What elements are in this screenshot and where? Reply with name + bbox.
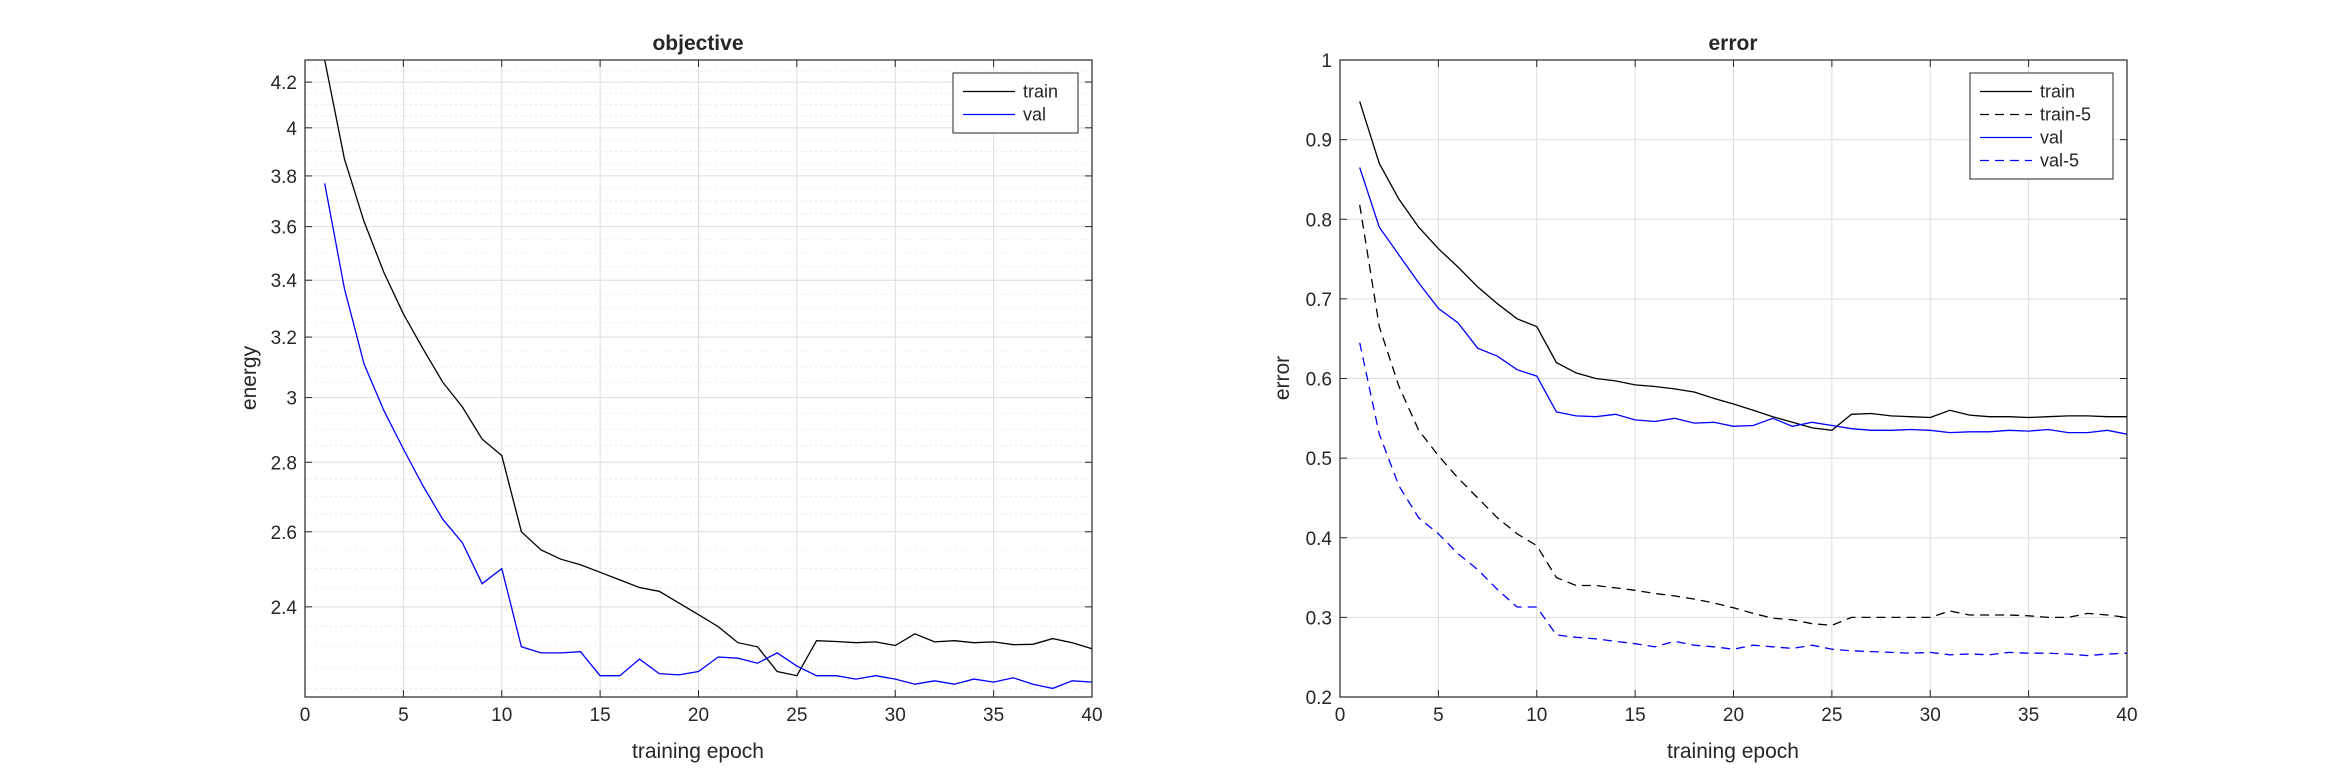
- y-tick-label: 0.6: [1306, 370, 1332, 391]
- y-tick-label: 0.8: [1306, 210, 1332, 231]
- x-tick-label: 15: [1625, 705, 1646, 726]
- y-tick-label: 0.3: [1306, 608, 1332, 629]
- y-tick-label: 4: [286, 119, 297, 140]
- series-line-train: [324, 59, 1093, 677]
- error-ticks: 0 5 10 15 20 25 30 35 40 0.2 0.3 0.4 0.5 0.6 0.7 0.8 0.9…: [1306, 51, 2138, 726]
- x-tick-label: 0: [1335, 705, 1346, 726]
- y-tick-label: 3.6: [271, 218, 297, 239]
- error-series-lines: [1359, 101, 2128, 657]
- y-tick-label: 3: [286, 389, 297, 410]
- objective-x-axis-label: training epoch: [632, 740, 764, 763]
- x-tick-label: 25: [786, 705, 807, 726]
- x-tick-label: 10: [1526, 705, 1547, 726]
- x-tick-label: 20: [1723, 705, 1744, 726]
- series-line-val: [1359, 167, 2128, 435]
- y-tick-label: 3.2: [271, 328, 297, 349]
- legend-label-train: train: [2040, 82, 2075, 102]
- legend-label-train-5: train-5: [2040, 105, 2091, 125]
- series-line-val: [324, 183, 1093, 690]
- y-tick-label: 0.9: [1306, 131, 1332, 152]
- objective-y-axis-label: energy: [238, 345, 261, 410]
- y-tick-label: 2.6: [271, 523, 297, 544]
- objective-ticks: 0 5 10 15 20 25 30 35 40 2.4 2.6 2.8 3 3.2 3.4 3.6 3.8 4 4…: [271, 60, 1103, 726]
- legend-box: [952, 72, 1079, 134]
- x-tick-label: 10: [491, 705, 512, 726]
- x-tick-label: 5: [1433, 705, 1444, 726]
- objective-grid: [304, 60, 1093, 697]
- x-tick-label: 25: [1821, 705, 1842, 726]
- legend-label-val: val: [1023, 105, 1046, 125]
- x-tick-label: 40: [1081, 705, 1102, 726]
- error-chart: 0 5 10 15 20 25 30 35 40 0.2 0.3 0.4 0.5 0.6 0.7 0.8 0.9…: [1271, 32, 2138, 763]
- x-tick-label: 15: [590, 705, 611, 726]
- y-tick-label: 3.8: [271, 167, 297, 188]
- objective-series-lines: [324, 59, 1093, 690]
- y-tick-label: 3.4: [271, 271, 298, 292]
- y-tick-label: 0.7: [1306, 290, 1332, 311]
- x-tick-label: 35: [983, 705, 1004, 726]
- series-line-train: [1359, 101, 2127, 431]
- x-tick-label: 40: [2116, 705, 2137, 726]
- series-line-val-5: [1359, 342, 2128, 657]
- x-tick-label: 5: [398, 705, 409, 726]
- y-tick-label: 0.4: [1306, 529, 1333, 550]
- legend-label-val-5: val-5: [2040, 151, 2079, 171]
- y-tick-label: 2.4: [271, 598, 298, 619]
- legend-label-val: val: [2040, 128, 2063, 148]
- objective-legend: train val: [952, 72, 1079, 134]
- y-tick-label: 4.2: [271, 73, 297, 94]
- x-tick-label: 0: [300, 705, 311, 726]
- objective-chart: 0 5 10 15 20 25 30 35 40 2.4 2.6 2.8 3 3.2 3.4 3.6 3.8 4 4…: [238, 32, 1103, 763]
- x-tick-label: 30: [1920, 705, 1941, 726]
- x-tick-label: 30: [885, 705, 906, 726]
- error-y-axis-label: error: [1271, 356, 1294, 400]
- y-tick-label: 2.8: [271, 453, 297, 474]
- objective-title: objective: [652, 32, 743, 55]
- x-tick-label: 35: [2018, 705, 2039, 726]
- legend-box: [1969, 72, 2114, 180]
- error-x-axis-label: training epoch: [1667, 740, 1799, 763]
- x-tick-label: 20: [688, 705, 709, 726]
- y-tick-label: 1: [1321, 51, 1332, 72]
- error-legend: train train-5 val val-5: [1969, 72, 2114, 180]
- y-tick-label: 0.5: [1306, 449, 1332, 470]
- legend-label-train: train: [1023, 82, 1058, 102]
- error-title: error: [1708, 32, 1757, 55]
- y-tick-label: 0.2: [1306, 688, 1332, 709]
- series-line-train-5: [1359, 204, 2128, 626]
